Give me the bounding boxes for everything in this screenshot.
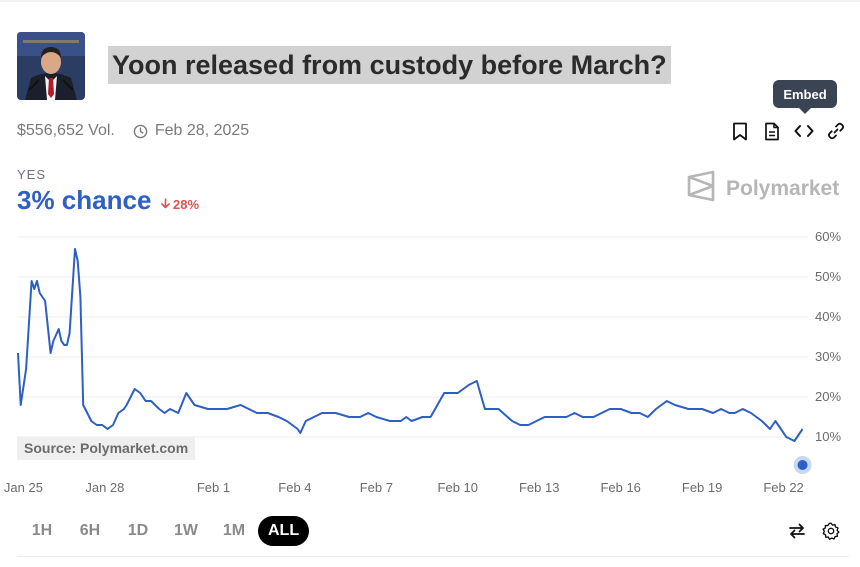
volume-text: $556,652 Vol. <box>17 122 115 139</box>
range-button-1w[interactable]: 1W <box>162 516 210 546</box>
embed-tooltip: Embed <box>773 80 837 114</box>
chance-delta-value: 28% <box>173 197 200 212</box>
link-icon[interactable] <box>826 121 846 141</box>
x-tick-label: Jan 25 <box>4 480 43 495</box>
document-icon[interactable] <box>762 121 782 141</box>
x-tick-label: Jan 28 <box>85 480 124 495</box>
range-button-6h[interactable]: 6H <box>66 516 114 546</box>
x-tick-label: Feb 19 <box>682 480 722 495</box>
gear-icon[interactable] <box>821 521 841 541</box>
outcome-label: YES <box>17 167 47 182</box>
bottom-divider <box>17 556 849 557</box>
embed-code-icon[interactable] <box>794 121 814 141</box>
y-tick-label: 50% <box>815 269 841 284</box>
range-button-1m[interactable]: 1M <box>210 516 258 546</box>
polymarket-logo-icon <box>686 170 716 208</box>
y-tick-label: 10% <box>815 429 841 444</box>
y-tick-label: 20% <box>815 389 841 404</box>
market-title: Yoon released from custody before March? <box>108 46 671 84</box>
polymarket-brand: Polymarket <box>686 170 839 208</box>
source-label: Source: Polymarket.com <box>17 437 196 460</box>
x-tick-label: Feb 4 <box>278 480 311 495</box>
price-chart[interactable]: 60% 50% 40% 30% 20% 10% Jan 25 Jan 28 Feb 1 Feb 4… <box>0 225 860 500</box>
y-tick-label: 60% <box>815 229 841 244</box>
y-tick-label: 30% <box>815 349 841 364</box>
x-tick-label: Feb 13 <box>519 480 559 495</box>
x-tick-label: Feb 1 <box>197 480 230 495</box>
x-tick-label: Feb 16 <box>600 480 640 495</box>
x-tick-label: Feb 10 <box>438 480 478 495</box>
bookmark-icon[interactable] <box>730 121 750 141</box>
range-button-1h[interactable]: 1H <box>18 516 66 546</box>
time-range-selector: 1H 6H 1D 1W 1M ALL <box>18 516 310 546</box>
polymarket-wordmark: Polymarket <box>726 177 840 200</box>
y-tick-label: 40% <box>815 309 841 324</box>
market-meta: $556,652 Vol. Feb 28, 2025 <box>17 121 249 141</box>
range-button-all[interactable]: ALL <box>258 516 310 546</box>
x-tick-label: Feb 7 <box>360 480 393 495</box>
x-tick-label: Feb 22 <box>763 480 803 495</box>
chance-value: 3% chance <box>17 185 152 215</box>
arrow-down-icon <box>161 197 170 212</box>
top-divider <box>0 0 860 2</box>
endpoint-dot <box>797 460 808 470</box>
series-line <box>17 248 804 442</box>
market-avatar <box>17 32 85 100</box>
chance-delta: 28% <box>161 197 199 212</box>
range-button-1d[interactable]: 1D <box>114 516 162 546</box>
swap-arrows-icon[interactable] <box>787 521 807 541</box>
end-date-text: Feb 28, 2025 <box>154 122 250 139</box>
clock-icon <box>133 124 148 139</box>
